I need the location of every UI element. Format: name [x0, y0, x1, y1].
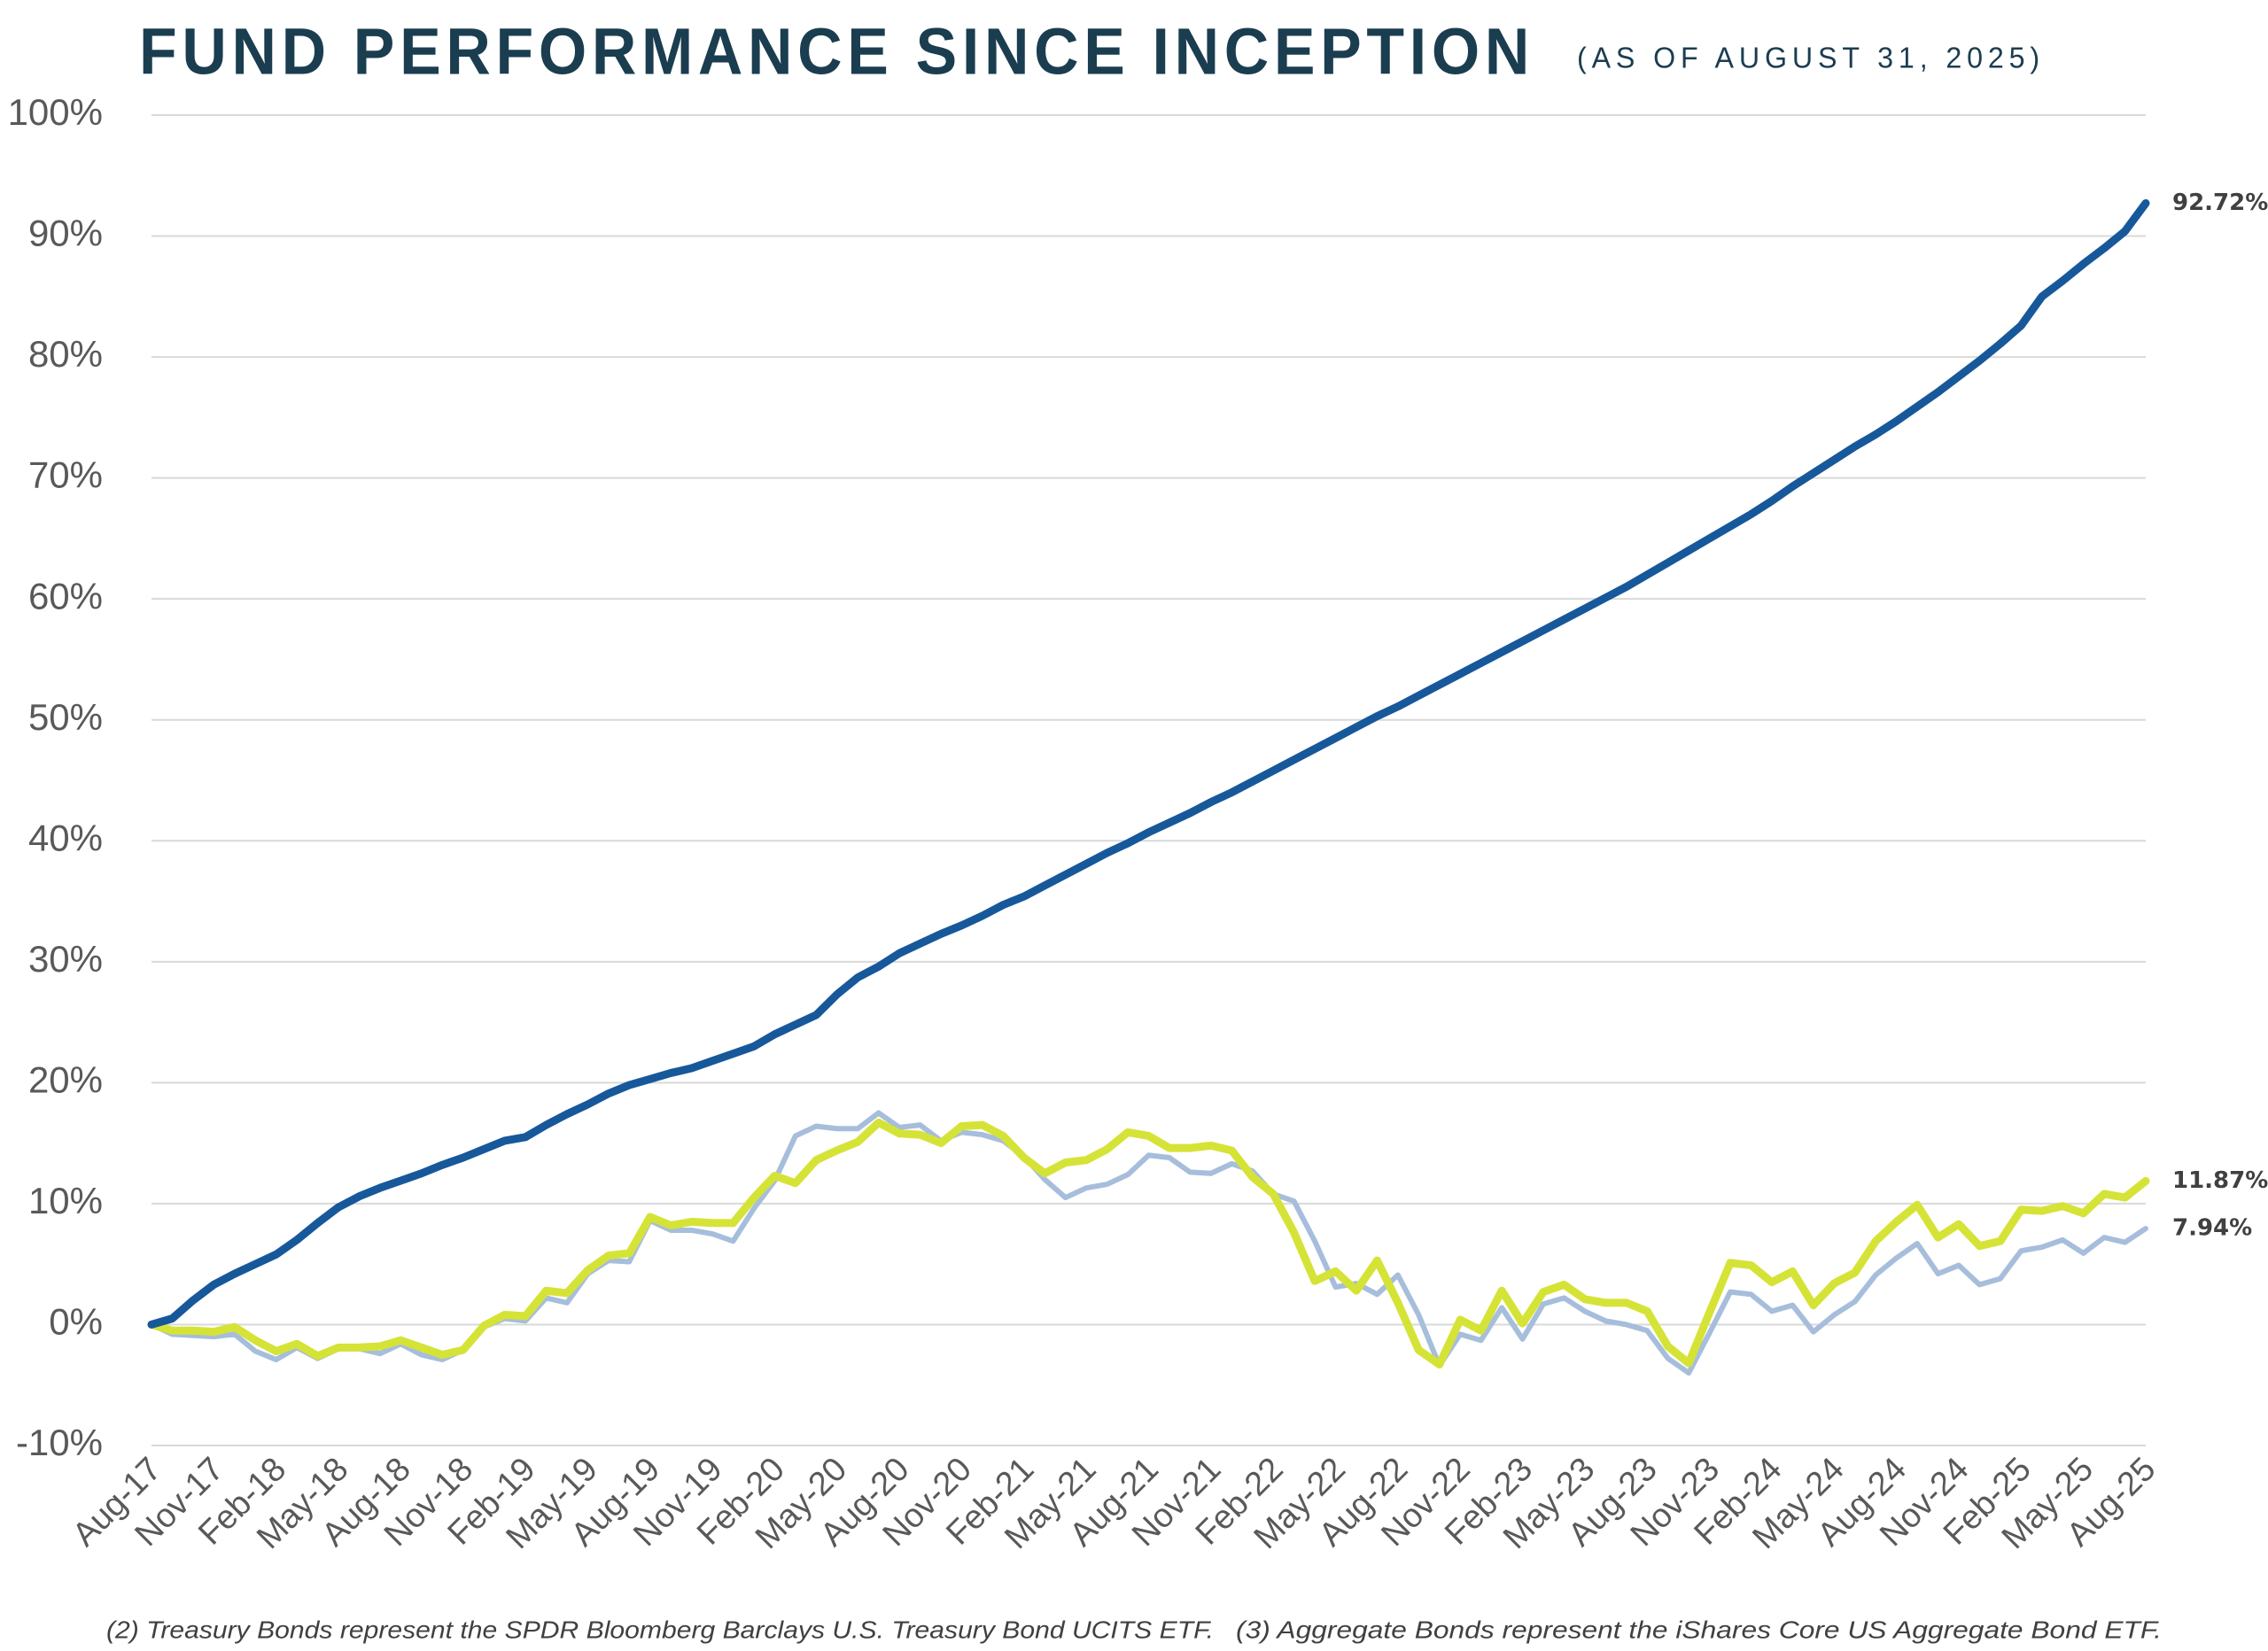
grid: -10%0%10%20%30%40%50%60%70%80%90%100%Aug…	[8, 91, 2163, 1556]
y-tick-label: 90%	[28, 213, 103, 254]
y-tick-label: 80%	[28, 333, 103, 375]
series-line	[149, 1110, 2148, 1376]
y-tick-label: 40%	[28, 817, 103, 858]
end-label: 11.87%	[2172, 1167, 2268, 1194]
chart-subtitle: (AS OF AUGUST 31, 2025)	[1577, 42, 2045, 74]
footnote: (3) Aggregate Bonds represent the iShare…	[1236, 1616, 2162, 1643]
y-tick-label: 100%	[8, 91, 103, 133]
y-tick-label: 20%	[28, 1058, 103, 1100]
chart-title: FUND PERFORMANCE SINCE INCEPTION	[139, 15, 1534, 89]
series-line	[147, 1118, 2150, 1369]
y-tick-label: 0%	[49, 1301, 103, 1343]
y-tick-label: 50%	[28, 696, 103, 738]
y-tick-label: 70%	[28, 454, 103, 496]
plot-lines: 7.94% 11.87% 92.72%	[147, 190, 2268, 1376]
y-tick-label: 10%	[28, 1180, 103, 1221]
footnote: (2) Treasury Bonds represent the SPDR Bl…	[106, 1616, 1214, 1643]
end-label: 92.72%	[2172, 190, 2268, 216]
y-tick-label: 30%	[28, 938, 103, 980]
end-label: 7.94%	[2172, 1215, 2252, 1242]
y-tick-label: 60%	[28, 575, 103, 616]
y-tick-label: -10%	[16, 1422, 103, 1463]
series-line	[147, 198, 2150, 1329]
